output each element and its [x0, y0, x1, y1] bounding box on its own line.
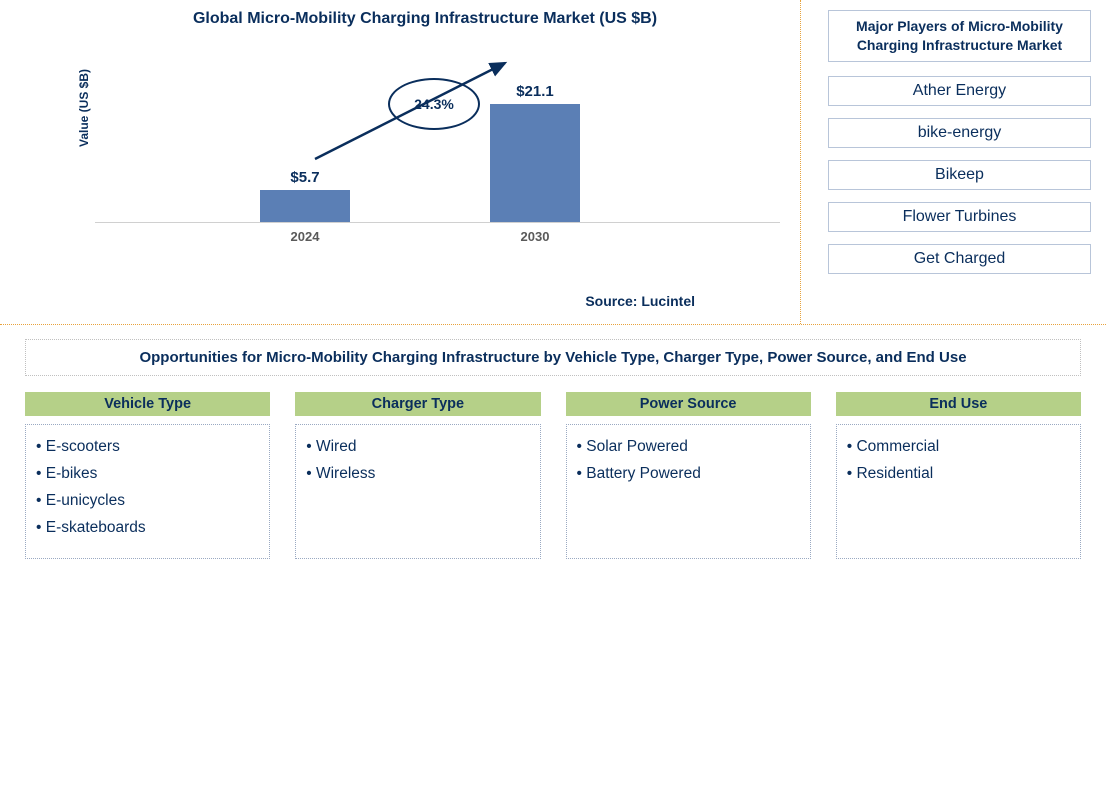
chart-title: Global Micro-Mobility Charging Infrastru… [70, 10, 780, 28]
column-body: Solar PoweredBattery Powered [566, 424, 811, 559]
column-item: Solar Powered [577, 433, 800, 460]
bar [490, 104, 580, 222]
player-item: Bikeep [828, 160, 1091, 190]
player-item: Ather Energy [828, 76, 1091, 106]
column-body: CommercialResidential [836, 424, 1081, 559]
player-item: Flower Turbines [828, 202, 1091, 232]
category-label: 2030 [490, 229, 580, 244]
bar-wrapper: $21.1 [490, 83, 580, 222]
opportunities-section: Opportunities for Micro-Mobility Chargin… [0, 325, 1106, 569]
column-item: E-bikes [36, 460, 259, 487]
opportunities-columns: Vehicle Type E-scootersE-bikesE-unicycles… [25, 392, 1081, 559]
category-label: 2024 [260, 229, 350, 244]
bar-wrapper: $5.7 [260, 169, 350, 222]
bar-value-label: $21.1 [516, 83, 554, 100]
column-item: Commercial [847, 433, 1070, 460]
player-item: Get Charged [828, 244, 1091, 274]
column-item: Wired [306, 433, 529, 460]
growth-rate-value: 24.3% [414, 96, 454, 112]
column-body: WiredWireless [295, 424, 540, 559]
bar [260, 190, 350, 222]
column-item: E-scooters [36, 433, 259, 460]
chart-body: Value (US $B) 24.3% $5.7$21.1 [95, 53, 780, 223]
opportunity-column: Vehicle Type E-scootersE-bikesE-unicycles… [25, 392, 270, 559]
opportunity-column: End Use CommercialResidential [836, 392, 1081, 559]
chart-panel: Global Micro-Mobility Charging Infrastru… [0, 0, 801, 324]
column-header: Charger Type [295, 392, 540, 416]
column-header: End Use [836, 392, 1081, 416]
source-label: Source: Lucintel [30, 293, 780, 309]
players-panel: Major Players of Micro-Mobility Charging… [801, 0, 1106, 324]
bars-area: 24.3% $5.7 $21.1 [95, 53, 780, 223]
top-section: Global Micro-Mobility Charging Infrastru… [0, 0, 1106, 325]
column-item: Battery Powered [577, 460, 800, 487]
player-item: bike-energy [828, 118, 1091, 148]
bar-value-label: $5.7 [290, 169, 319, 186]
column-item: E-skateboards [36, 514, 259, 541]
opportunity-column: Charger Type WiredWireless [295, 392, 540, 559]
column-header: Power Source [566, 392, 811, 416]
opportunities-title: Opportunities for Micro-Mobility Chargin… [25, 339, 1081, 376]
column-item: Wireless [306, 460, 529, 487]
players-list: Ather Energy bike-energy Bikeep Flower Turb… [828, 76, 1091, 274]
column-item: E-unicycles [36, 487, 259, 514]
opportunity-column: Power Source Solar PoweredBattery Powered [566, 392, 811, 559]
players-title: Major Players of Micro-Mobility Charging… [828, 10, 1091, 62]
column-header: Vehicle Type [25, 392, 270, 416]
category-row: 2024 2030 [95, 223, 780, 248]
y-axis-label: Value (US $B) [77, 69, 91, 147]
growth-rate-ellipse: 24.3% [388, 78, 480, 130]
column-item: Residential [847, 460, 1070, 487]
column-body: E-scootersE-bikesE-unicyclesE-skateboard… [25, 424, 270, 559]
